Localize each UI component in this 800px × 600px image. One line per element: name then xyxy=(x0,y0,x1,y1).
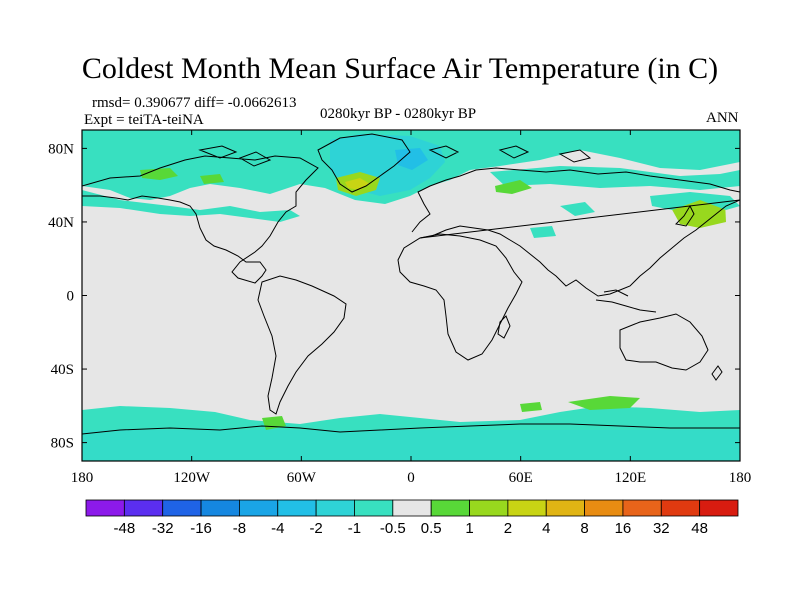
anomaly-region-europe-cyan xyxy=(560,202,595,216)
coastline-madagascar xyxy=(497,315,511,339)
anomaly-fill-layer xyxy=(82,130,740,461)
colorbar-label: -48 xyxy=(114,520,136,537)
colorbar-label: 32 xyxy=(653,520,670,537)
anomaly-region-indian-ocean-green xyxy=(568,396,640,410)
anomaly-region-greenland-blue xyxy=(395,148,428,170)
colorbar-box xyxy=(392,499,432,517)
coastline-north-america xyxy=(82,155,319,284)
colorbar-label: -2 xyxy=(309,520,322,537)
colorbar-label: -0.5 xyxy=(380,520,406,537)
coastline-australia xyxy=(619,313,709,371)
lat-tick-label: 40N xyxy=(48,215,74,231)
colorbar-box xyxy=(277,499,317,517)
colorbar-box xyxy=(85,499,125,517)
anomaly-region-north-america-cyan xyxy=(82,190,300,222)
coastlines xyxy=(82,133,740,435)
longitude-ticks: 180 120W 60W 0 60E 120E 180 xyxy=(71,130,752,486)
colorbar-labels: -48 -32 -16 -8 -4 -2 -1 -0.5 0.5 1 2 4 8 16 32 48 xyxy=(114,520,708,537)
colorbar-box xyxy=(162,499,202,517)
lat-tick-label: 0 xyxy=(67,289,75,305)
colorbar-label: -16 xyxy=(190,520,212,537)
lon-tick-label: 60E xyxy=(509,470,533,486)
lat-tick-label: 80S xyxy=(51,436,74,452)
coastline-south-america xyxy=(257,275,347,415)
colorbar-box xyxy=(622,499,662,517)
colorbar-box xyxy=(699,499,739,517)
lat-tick-label: 40S xyxy=(51,362,74,378)
colorbar-box xyxy=(660,499,701,517)
colorbar-label: -1 xyxy=(348,520,361,537)
colorbar-box xyxy=(200,499,240,517)
chart-title: Coldest Month Mean Surface Air Temperatu… xyxy=(81,52,719,85)
anomaly-region-north-pacific-cyan xyxy=(650,192,740,210)
colorbar-box xyxy=(239,499,279,517)
lat-tick-label: 80N xyxy=(48,141,74,157)
season-label: ANN xyxy=(706,110,739,126)
coastline-indonesia xyxy=(595,289,657,313)
colorbar-label: 8 xyxy=(580,520,588,537)
colorbar-box xyxy=(315,499,355,517)
colorbar-box xyxy=(545,499,585,517)
latitude-ticks: 80N 40N 0 40S 80S xyxy=(48,141,740,452)
colorbar-label: 4 xyxy=(542,520,550,537)
colorbar-box xyxy=(430,499,470,517)
lon-tick-label: 180 xyxy=(71,470,94,486)
anomaly-region-siberia-cyan xyxy=(490,166,740,190)
anomaly-region-asia-cyan xyxy=(530,226,556,238)
lon-tick-label: 120W xyxy=(173,470,211,486)
colorbar-box xyxy=(469,499,509,517)
coastline-europe-asia xyxy=(411,167,740,297)
colorbar-label: 1 xyxy=(465,520,473,537)
colorbar-boxes xyxy=(85,499,739,517)
colorbar-box xyxy=(354,499,394,517)
lon-tick-label: 0 xyxy=(407,470,415,486)
period-label: 0280kyr BP - 0280kyr BP xyxy=(320,106,477,122)
colorbar-label: 48 xyxy=(691,520,708,537)
colorbar-label: -32 xyxy=(152,520,174,537)
colorbar-box xyxy=(123,499,164,517)
lon-tick-label: 180 xyxy=(729,470,752,486)
rmsd-diff-stats: rmsd= 0.390677 diff= -0.0662613 xyxy=(92,95,297,111)
coastline-africa xyxy=(397,233,523,361)
colorbar-box xyxy=(507,499,547,517)
anomaly-region-canada-green xyxy=(140,168,178,180)
lon-tick-label: 60W xyxy=(287,470,317,486)
colorbar-label: 0.5 xyxy=(421,520,442,537)
coastline-arctic-islands xyxy=(198,145,592,167)
experiment-label: Expt = teiTA-teiNA xyxy=(84,112,204,128)
anomaly-region-canada-green-2 xyxy=(200,174,224,184)
coastline-japan xyxy=(674,204,695,227)
anomaly-region-southern-ocean-cyan xyxy=(82,406,740,461)
colorbar-label: 16 xyxy=(615,520,632,537)
colorbar-label: -4 xyxy=(271,520,284,537)
anomaly-region-south-green-2 xyxy=(520,402,542,412)
anomaly-region-south-cyan-gap xyxy=(420,404,500,416)
coastline-new-zealand xyxy=(711,365,723,381)
colorbar-label: 2 xyxy=(504,520,512,537)
coastline-antarctica xyxy=(82,423,740,435)
colorbar-label: -8 xyxy=(233,520,246,537)
anomaly-region-russia-green xyxy=(495,180,532,194)
anomaly-region-antarctica-cyan xyxy=(82,430,740,461)
coastline-greenland xyxy=(317,133,411,193)
colorbar-box xyxy=(584,499,624,517)
lon-tick-label: 120E xyxy=(614,470,646,486)
